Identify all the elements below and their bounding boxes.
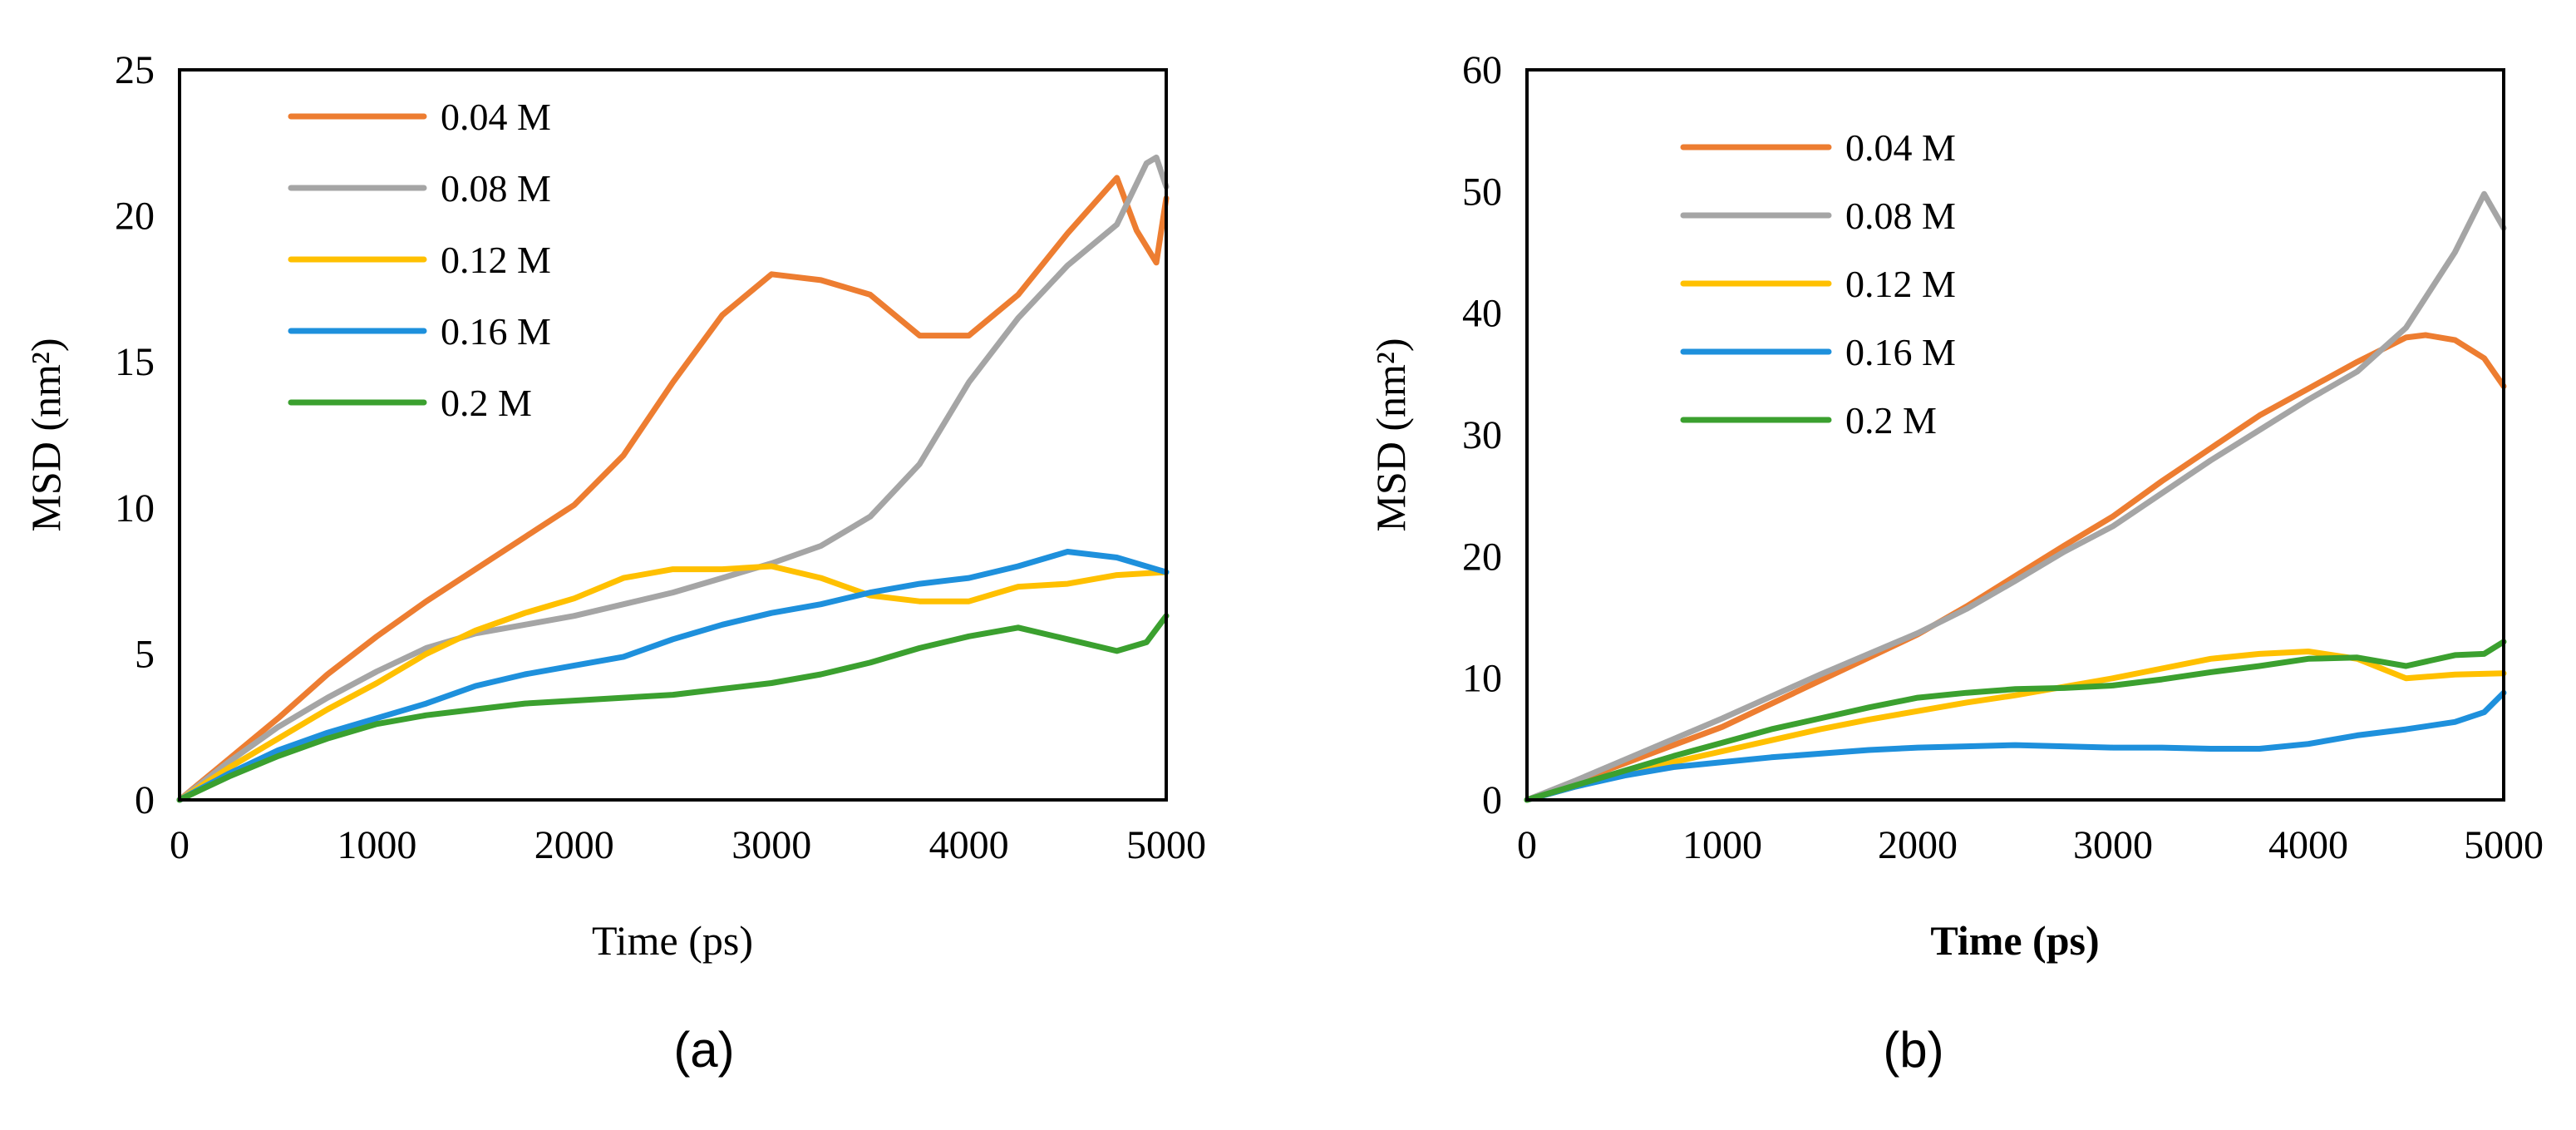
plot-b-frame <box>1525 68 2505 802</box>
chart-panel-b: 0 1000 2000 3000 4000 5000 0 10 20 30 40 50 60 0.04… <box>1367 48 2544 1078</box>
legend-label: 0.2 M <box>441 382 532 424</box>
legend-label: 0.16 M <box>441 310 551 353</box>
plot-b-legend: 0.04 M 0.08 M 0.12 M 0.16 M 0.2 M <box>1680 126 1956 442</box>
y-tick-label: 5 <box>135 632 155 676</box>
y-tick-label: 10 <box>115 486 155 530</box>
x-tick-label: 1000 <box>337 823 416 867</box>
y-tick-label: 15 <box>115 340 155 384</box>
x-tick-label: 0 <box>1517 823 1537 867</box>
plot-b-x-ticks: 0 1000 2000 3000 4000 5000 <box>1517 823 2544 867</box>
y-tick-label: 50 <box>1462 170 1502 214</box>
legend-label: 0.2 M <box>1845 399 1937 442</box>
series-line-0-2-m <box>1524 639 2507 803</box>
plot-a-frame <box>178 68 1168 802</box>
series-line-0-12-m <box>1524 649 2507 803</box>
series-line-0-12-m <box>176 563 1170 803</box>
plot-a-y-ticks: 0 5 10 15 20 25 <box>115 48 155 822</box>
legend-label: 0.08 M <box>441 167 551 210</box>
y-tick-label: 60 <box>1462 48 1502 92</box>
plot-b-x-axis-label: Time (ps) <box>1930 917 2099 964</box>
legend-label: 0.04 M <box>441 96 551 138</box>
legend-label: 0.08 M <box>1845 195 1956 237</box>
plot-b-series-lines <box>1524 190 2507 803</box>
x-tick-label: 3000 <box>2073 823 2153 867</box>
x-tick-label: 0 <box>170 823 190 867</box>
plot-b-y-axis-label: MSD (nm²) <box>1367 338 1414 531</box>
x-tick-label: 4000 <box>2268 823 2348 867</box>
series-line-0-08-m <box>1524 190 2507 803</box>
legend-label: 0.12 M <box>1845 263 1956 305</box>
y-tick-label: 10 <box>1462 657 1502 701</box>
x-tick-label: 5000 <box>1126 823 1206 867</box>
x-tick-label: 2000 <box>534 823 614 867</box>
plot-a-x-axis-label: Time (ps) <box>592 917 753 964</box>
y-tick-label: 20 <box>115 195 155 239</box>
x-tick-label: 3000 <box>731 823 811 867</box>
legend-label: 0.12 M <box>441 239 551 281</box>
plot-a-y-axis-label: MSD (nm²) <box>22 338 69 531</box>
y-tick-label: 0 <box>1482 778 1502 822</box>
series-line-0-04-m <box>176 175 1170 803</box>
plot-b-y-ticks: 0 10 20 30 40 50 60 <box>1462 48 1502 822</box>
plot-a-series-lines <box>176 154 1170 803</box>
x-tick-label: 1000 <box>1682 823 1762 867</box>
series-line-0-16-m <box>176 549 1170 803</box>
y-tick-label: 0 <box>135 778 155 822</box>
series-line-0-04-m <box>1524 332 2507 803</box>
x-tick-label: 2000 <box>1878 823 1958 867</box>
series-line-0-2-m <box>176 613 1170 803</box>
plot-a-legend: 0.04 M 0.08 M 0.12 M 0.16 M 0.2 M <box>288 96 551 424</box>
series-line-0-08-m <box>176 154 1170 803</box>
y-tick-label: 25 <box>115 48 155 92</box>
y-tick-label: 20 <box>1462 535 1502 579</box>
y-tick-label: 30 <box>1462 413 1502 457</box>
y-tick-label: 40 <box>1462 292 1502 336</box>
x-tick-label: 5000 <box>2464 823 2544 867</box>
plot-b-caption: (b) <box>1883 1022 1943 1078</box>
plot-a-caption: (a) <box>673 1022 734 1078</box>
x-tick-label: 4000 <box>929 823 1009 867</box>
plot-a-x-ticks: 0 1000 2000 3000 4000 5000 <box>170 823 1206 867</box>
legend-label: 0.04 M <box>1845 126 1956 169</box>
legend-label: 0.16 M <box>1845 331 1956 373</box>
series-line-0-16-m <box>1524 689 2507 803</box>
